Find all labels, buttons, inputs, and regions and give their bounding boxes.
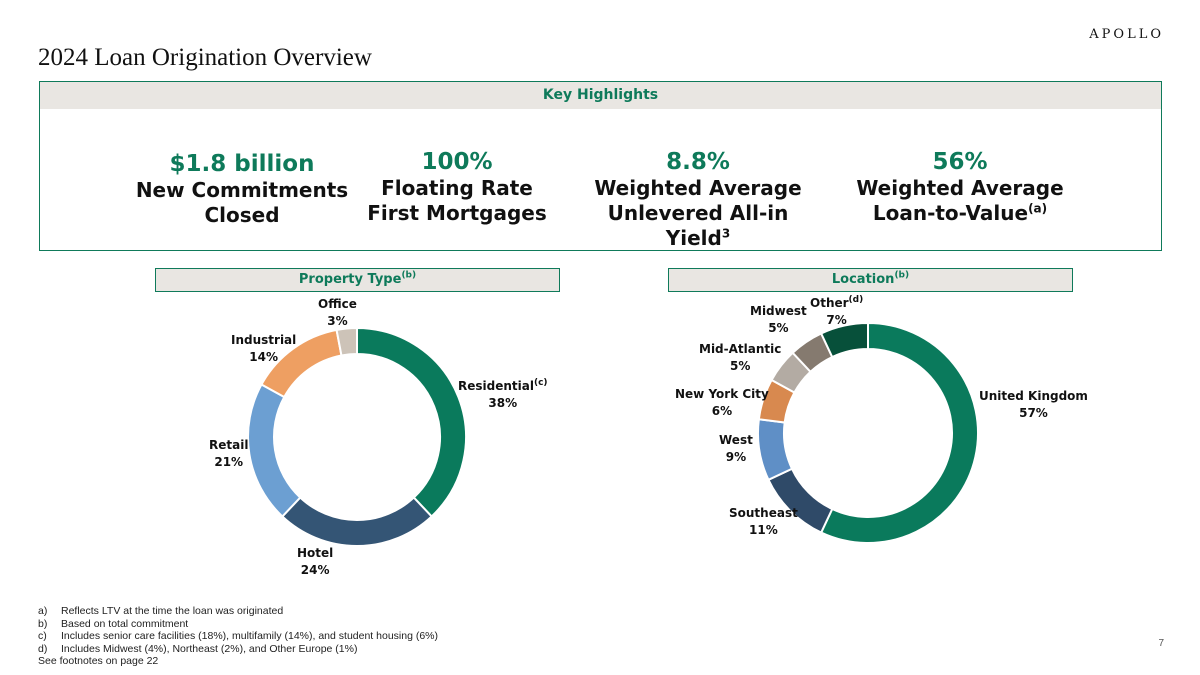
location-header: Location(b) xyxy=(668,268,1073,292)
footnote-mark: a) xyxy=(38,605,48,617)
kpi-label-text: Weighted Average Unlevered All-in Yield xyxy=(594,176,802,250)
donut-slice-west xyxy=(757,418,794,482)
footnote-mark: c) xyxy=(38,630,47,642)
footnote-text: Includes Midwest (4%), Northeast (2%), a… xyxy=(61,642,358,655)
page-number: 7 xyxy=(1158,638,1164,649)
slice-label-name: West xyxy=(719,433,753,447)
slice-label-name: Other xyxy=(810,296,849,310)
slice-label-new-york-city: New York City 6% xyxy=(675,386,769,420)
footnote-text: Based on total commitment xyxy=(61,617,189,630)
footnote-d: d) Includes Midwest (4%), Northeast (2%),… xyxy=(38,643,438,656)
slice-label-name: Southeast xyxy=(729,506,798,520)
kpi-label: Weighted Average Unlevered All-in Yield3 xyxy=(578,176,818,251)
slice-label-sup: (d) xyxy=(848,295,864,305)
kpi-label: New Commitments Closed xyxy=(122,178,362,228)
slice-label-value: 3% xyxy=(327,314,348,328)
slice-label-name: Hotel xyxy=(297,546,334,560)
slice-label-name: United Kingdom xyxy=(979,389,1088,403)
donut-slice-office xyxy=(335,326,358,357)
slice-label-value: 5% xyxy=(768,321,789,335)
footnote-text: Includes senior care facilities (18%), m… xyxy=(61,630,439,642)
footnote-a: a) Reflects LTV at the time the loan was … xyxy=(38,605,438,618)
footnote-b: b) Based on total commitment xyxy=(38,618,438,631)
footnote-c: c) Includes senior care facilities (18%),… xyxy=(38,630,438,643)
slice-label-other: Other(d) 7% xyxy=(810,295,863,329)
slice-label-west: West 9% xyxy=(719,432,753,466)
slice-label-residential: Residential(c) 38% xyxy=(458,378,548,412)
kpi-value: 100% xyxy=(421,149,493,175)
kpi-label: Floating Rate First Mortgages xyxy=(337,176,577,226)
slice-label-name: Residential xyxy=(458,379,534,393)
location-title-sup: (b) xyxy=(894,270,910,281)
property-type-title: Property Type xyxy=(298,272,402,287)
page-title: 2024 Loan Origination Overview xyxy=(38,44,372,71)
slice-label-office: Office 3% xyxy=(318,296,357,330)
key-highlights-header: Key Highlights xyxy=(40,82,1161,109)
kpi-label: Weighted Average Loan-to-Value(a) xyxy=(840,176,1080,226)
slice-label-value: 14% xyxy=(249,350,278,364)
footnote-see-page: See footnotes on page 22 xyxy=(38,655,159,667)
slice-label-name: Retail xyxy=(209,438,249,452)
apollo-logo: APOLLO xyxy=(1089,27,1164,42)
slice-label-retail: Retail 21% xyxy=(209,437,248,471)
kpi-label-sup: (a) xyxy=(1028,201,1048,216)
slice-label-value: 21% xyxy=(214,455,244,469)
property-type-title-sup: (b) xyxy=(401,270,417,281)
kpi-loan-to-value: 56% Weighted Average Loan-to-Value(a) xyxy=(840,148,1080,226)
slice-label-hotel: Hotel 24% xyxy=(297,545,333,579)
slice-label-value: 38% xyxy=(488,396,518,410)
kpi-floating-rate: 100% Floating Rate First Mortgages xyxy=(337,148,577,226)
slice-label-value: 6% xyxy=(711,404,733,418)
slice-label-value: 24% xyxy=(300,563,330,577)
footnote-mark: d) xyxy=(38,642,48,655)
slice-label-united-kingdom: United Kingdom 57% xyxy=(979,388,1088,422)
property-type-header: Property Type(b) xyxy=(155,268,560,292)
kpi-value: $1.8 billion xyxy=(169,151,315,177)
kpi-label-text: Floating Rate First Mortgages xyxy=(367,176,547,225)
donut-slice-united-kingdom xyxy=(819,321,979,544)
slice-label-name: Industrial xyxy=(231,333,297,347)
key-highlights-panel: Key Highlights $1.8 billion New Commitme… xyxy=(39,81,1162,251)
donut-slice-other xyxy=(819,321,869,359)
kpi-label-sup: 3 xyxy=(721,226,731,241)
kpi-new-commitments: $1.8 billion New Commitments Closed xyxy=(122,150,362,228)
kpi-label-text: Weighted Average Loan-to-Value xyxy=(856,176,1064,225)
slice-label-value: 7% xyxy=(826,313,847,327)
footnotes: a) Reflects LTV at the time the loan was … xyxy=(38,605,438,668)
kpi-value: 8.8% xyxy=(666,149,730,175)
location-title: Location xyxy=(831,272,895,287)
slice-label-name: Office xyxy=(318,297,357,311)
slice-label-southeast: Southeast 11% xyxy=(729,505,798,539)
slice-label-value: 9% xyxy=(725,450,747,464)
kpi-unlevered-yield: 8.8% Weighted Average Unlevered All-in Y… xyxy=(578,148,818,251)
kpi-value: 56% xyxy=(932,149,988,175)
slice-label-value: 57% xyxy=(1019,406,1048,420)
slice-label-value: 11% xyxy=(749,523,778,537)
slice-label-mid-atlantic: Mid-Atlantic 5% xyxy=(699,341,781,375)
slice-label-name: New York City xyxy=(675,387,769,401)
slice-label-name: Mid-Atlantic xyxy=(699,342,782,356)
slice-label-sup: (c) xyxy=(533,378,548,388)
slice-label-midwest: Midwest 5% xyxy=(750,303,807,337)
slice-label-industrial: Industrial 14% xyxy=(231,332,296,366)
footnote-text: Reflects LTV at the time the loan was or… xyxy=(61,605,284,617)
footnote-mark: b) xyxy=(38,617,48,630)
slice-label-value: 5% xyxy=(730,359,751,373)
kpi-label-text: New Commitments Closed xyxy=(135,178,349,227)
slice-label-name: Midwest xyxy=(750,304,807,318)
